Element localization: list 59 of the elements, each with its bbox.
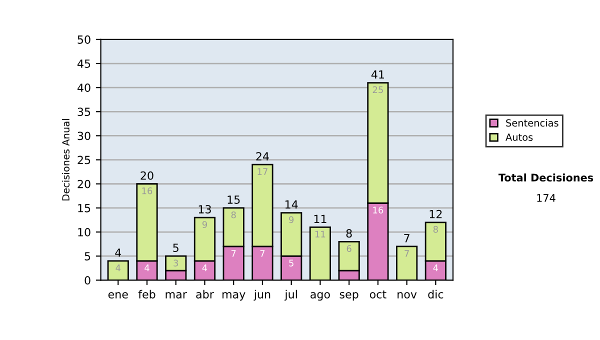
- y-tick-label: 5: [84, 252, 90, 260]
- data-label: 7: [231, 250, 236, 257]
- y-tick-label: 30: [78, 132, 90, 140]
- data-label: 3: [174, 260, 178, 266]
- y-tick-label: 20: [78, 180, 90, 188]
- data-label: 17: [258, 168, 268, 175]
- data-label: 7: [260, 250, 265, 257]
- x-tick-label: abr: [196, 290, 214, 298]
- data-label: 4: [144, 264, 150, 272]
- x-tick-label: oct: [370, 290, 386, 298]
- y-tick-label: 15: [78, 204, 90, 212]
- legend-label: Autos: [506, 134, 533, 141]
- data-label: 4: [433, 264, 438, 272]
- y-tick-label: 10: [78, 228, 90, 236]
- x-tick-label: ene: [108, 292, 128, 298]
- x-tick-label: feb: [138, 290, 156, 298]
- y-tick-label: 40: [77, 84, 90, 92]
- total-label: 41: [371, 70, 384, 79]
- x-tick-label: ago: [310, 292, 330, 301]
- data-label: 4: [116, 264, 120, 272]
- y-axis-title: Decisiones Anual: [62, 119, 70, 200]
- data-label: 11: [315, 230, 326, 238]
- text: 174: [537, 194, 556, 202]
- data-label: 16: [142, 187, 152, 194]
- x-tick-label: jul: [284, 290, 297, 301]
- data-label: 16: [373, 206, 384, 214]
- data-label: 8: [433, 226, 438, 233]
- y-tick-label: 35: [78, 108, 90, 116]
- x-tick-label: jun: [254, 290, 270, 301]
- total-label: 4: [115, 248, 122, 257]
- total-label: 5: [173, 244, 178, 252]
- total-label: 12: [430, 210, 442, 218]
- x-tick-label: sep: [340, 292, 358, 301]
- y-tick-label: 45: [77, 60, 90, 68]
- total-label: 8: [346, 229, 352, 238]
- total-label: 24: [256, 152, 269, 160]
- data-label: 6: [346, 245, 352, 252]
- total-label: 15: [228, 196, 240, 204]
- y-tick-label: 0: [84, 276, 90, 285]
- total-label: 14: [285, 200, 298, 209]
- x-tick-label: mar: [166, 292, 187, 298]
- y-tick-label: 50: [78, 35, 90, 44]
- total-label: 7: [404, 234, 410, 242]
- total-label: 20: [140, 171, 154, 180]
- y-tick-label: 25: [78, 156, 90, 164]
- total-label: 11: [314, 214, 326, 223]
- x-tick-label: may: [222, 292, 246, 301]
- data-label: 7: [404, 250, 409, 257]
- data-label: 9: [202, 221, 207, 228]
- legend-label: Sentencias: [506, 119, 558, 127]
- data-label: 5: [289, 260, 294, 266]
- data-label: 8: [231, 211, 236, 218]
- data-label: 25: [372, 86, 383, 94]
- x-tick-label: dic: [428, 290, 444, 298]
- text: Total Decisiones: [498, 173, 594, 182]
- data-label: 4: [202, 264, 208, 272]
- x-tick-label: nov: [398, 292, 417, 298]
- data-label: 9: [289, 216, 294, 224]
- total-label: 13: [198, 205, 211, 214]
